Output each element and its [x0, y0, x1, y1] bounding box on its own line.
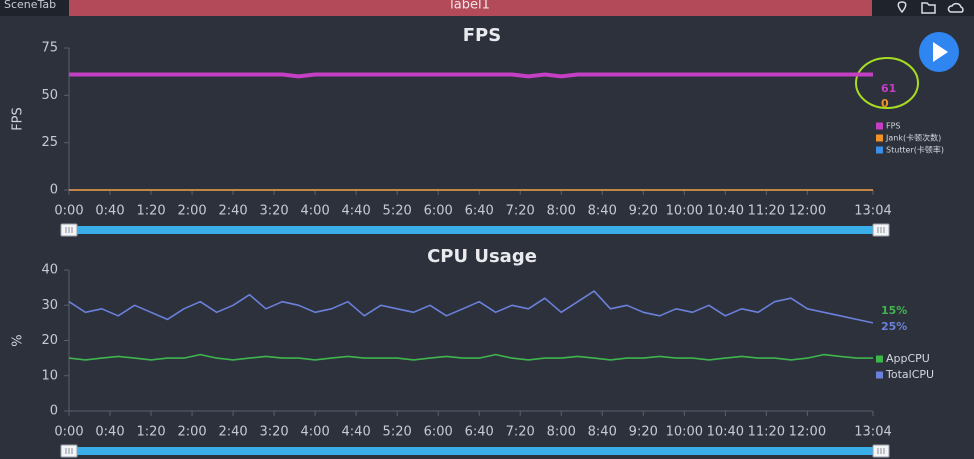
chart-title: CPU Usage: [427, 246, 537, 267]
highlight-circle: [855, 57, 919, 109]
series-line: [68, 353, 873, 361]
end-value-label: 25%: [881, 320, 907, 333]
series-line: [68, 290, 874, 324]
x-tick-label: 4:40: [342, 204, 371, 219]
legend-label: AppCPU: [886, 352, 930, 365]
x-tick-label: 5:20: [383, 204, 412, 219]
y-tick-label: 0: [50, 183, 58, 198]
x-tick-label: 0:40: [95, 204, 124, 219]
y-tick-label: 0: [50, 404, 58, 419]
y-tick-label: 40: [41, 263, 58, 278]
x-tick-label: 3:20: [260, 204, 289, 219]
series-line: [69, 72, 873, 79]
x-tick-label: 12:00: [789, 425, 826, 440]
range-slider-track: [69, 226, 881, 234]
x-tick-label: 6:40: [465, 425, 494, 440]
cloud-icon[interactable]: [947, 2, 964, 13]
x-tick-label: 6:00: [424, 425, 453, 440]
x-tick-label: 2:40: [218, 204, 247, 219]
x-tick-label: 3:20: [260, 425, 289, 440]
x-tick-label: 12:00: [789, 204, 826, 219]
x-tick-label: 10:00: [666, 204, 703, 219]
x-tick-label: 2:00: [177, 204, 206, 219]
end-value-label: 61: [881, 82, 896, 95]
legend-label: FPS: [886, 122, 901, 131]
y-tick-label: 75: [41, 41, 58, 56]
x-tick-label: 1:20: [136, 425, 165, 440]
legend-label: Stutter(卡顿率): [886, 145, 944, 155]
y-axis-label: FPS: [11, 107, 26, 131]
x-tick-label: 0:00: [54, 204, 83, 219]
x-tick-label: 4:40: [342, 425, 371, 440]
x-tick-label: 10:40: [707, 204, 744, 219]
legend-swatch: [876, 122, 883, 130]
x-tick-label: 6:40: [465, 204, 494, 219]
x-tick-label: 11:20: [748, 425, 785, 440]
end-value-label: 15%: [881, 304, 907, 317]
legend-swatch: [876, 134, 883, 142]
x-tick-label: 8:40: [588, 425, 617, 440]
play-icon: [933, 42, 948, 62]
y-tick-label: 25: [41, 135, 58, 150]
x-tick-label: 0:00: [54, 425, 83, 440]
x-tick-label: 6:00: [424, 204, 453, 219]
x-tick-label: 13:04: [854, 204, 891, 219]
x-tick-label: 8:00: [547, 204, 576, 219]
range-slider-track: [69, 447, 881, 455]
x-tick-label: 9:20: [629, 425, 658, 440]
x-tick-label: 8:40: [588, 204, 617, 219]
x-tick-label: 10:00: [666, 425, 703, 440]
legend-label: TotalCPU: [885, 368, 934, 381]
location-icon[interactable]: [897, 1, 907, 14]
y-axis-label: %: [11, 334, 26, 346]
x-tick-label: 2:00: [177, 425, 206, 440]
x-tick-label: 7:20: [506, 425, 535, 440]
y-tick-label: 10: [41, 368, 58, 383]
x-tick-label: 4:00: [301, 204, 330, 219]
chart-title: FPS: [463, 25, 501, 46]
legend-label: Jank(卡顿次数): [885, 133, 941, 143]
folder-icon[interactable]: [921, 2, 936, 14]
x-tick-label: 5:20: [383, 425, 412, 440]
x-tick-label: 7:20: [506, 204, 535, 219]
legend-swatch: [876, 355, 883, 363]
toolbar-icons: [897, 1, 964, 14]
x-tick-label: 9:20: [629, 204, 658, 219]
scene-tab[interactable]: SceneTab: [4, 0, 56, 11]
x-tick-label: 13:04: [854, 425, 891, 440]
legend-swatch: [876, 146, 883, 154]
x-tick-label: 1:20: [136, 204, 165, 219]
x-tick-label: 4:00: [301, 425, 330, 440]
label-tab-text: label1: [450, 0, 490, 13]
x-tick-label: 8:00: [547, 425, 576, 440]
x-tick-label: 2:40: [218, 425, 247, 440]
end-value-label: 0: [881, 97, 889, 110]
y-tick-label: 20: [41, 333, 58, 348]
x-tick-label: 11:20: [748, 204, 785, 219]
y-tick-label: 30: [41, 298, 58, 313]
y-tick-label: 50: [41, 88, 58, 103]
x-tick-label: 10:40: [707, 425, 744, 440]
label-tab[interactable]: [69, 0, 872, 16]
x-tick-label: 0:40: [95, 425, 124, 440]
legend-swatch: [876, 371, 883, 379]
